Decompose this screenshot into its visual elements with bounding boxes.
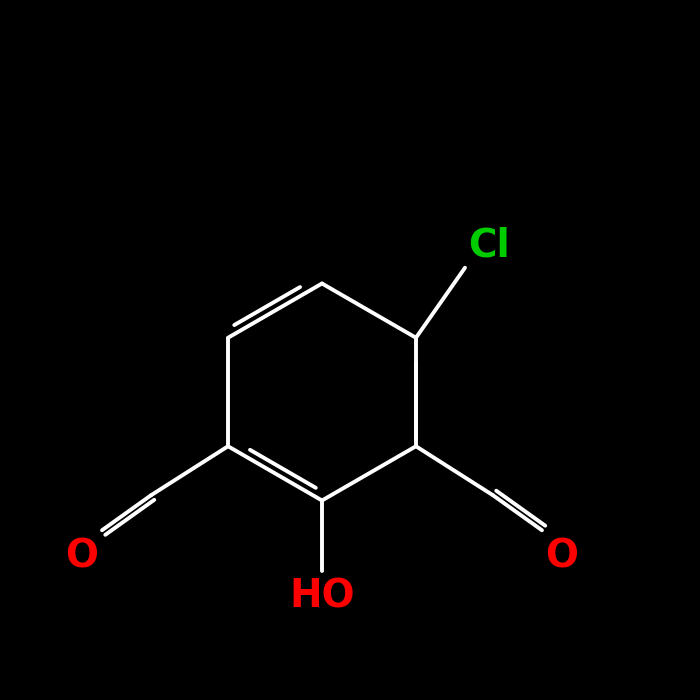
Text: Cl: Cl [468, 226, 510, 265]
Text: O: O [545, 538, 578, 575]
Text: HO: HO [289, 578, 355, 615]
Text: O: O [66, 538, 99, 575]
